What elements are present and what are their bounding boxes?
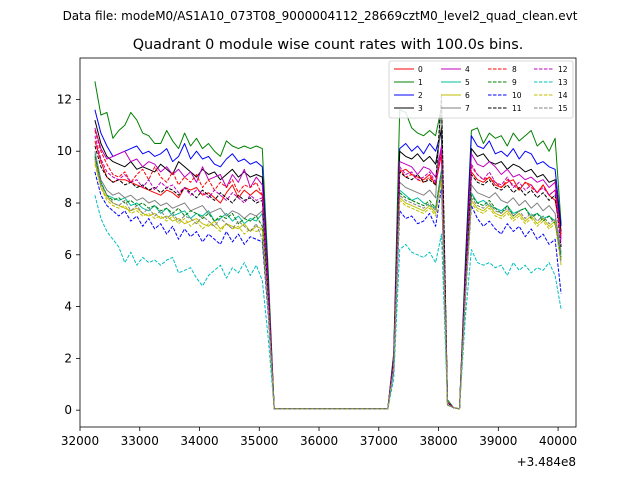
y-axis: 0 2 4 6 8 10 12 [57, 92, 80, 417]
y-tick-label: 2 [64, 351, 72, 365]
legend-label-12: 12 [558, 65, 568, 74]
legend-label-14: 14 [558, 91, 568, 100]
y-tick-label: 6 [64, 248, 72, 262]
series-group [94, 81, 562, 410]
x-tick-label: 33000 [121, 434, 159, 448]
x-tick-label: 36000 [300, 434, 338, 448]
chart-title: Quadrant 0 module wise count rates with … [133, 37, 524, 53]
y-tick-label: 4 [64, 300, 72, 314]
x-tick-label: 32000 [61, 434, 99, 448]
legend-label-7: 7 [465, 104, 470, 113]
y-tick-label: 12 [57, 92, 72, 106]
legend-label-2: 2 [418, 91, 423, 100]
series-line-11 [94, 93, 562, 410]
legend-label-10: 10 [512, 91, 522, 100]
y-tick-label: 10 [57, 144, 72, 158]
x-axis-offset-label: +3.484e8 [517, 455, 576, 469]
legend-label-6: 6 [465, 91, 470, 100]
legend-label-11: 11 [512, 104, 522, 113]
x-tick-label: 35000 [240, 434, 278, 448]
legend-label-0: 0 [418, 65, 423, 74]
x-tick-label: 38000 [419, 434, 457, 448]
x-axis: 32000 33000 34000 35000 36000 37000 38000 39000… [61, 427, 577, 448]
x-tick-label: 40000 [539, 434, 577, 448]
plot-frame [79, 57, 577, 428]
x-tick-label: 39000 [479, 434, 517, 448]
legend-label-13: 13 [558, 78, 568, 87]
legend-label-8: 8 [512, 65, 517, 74]
legend-label-9: 9 [512, 78, 517, 87]
legend-label-15: 15 [558, 104, 568, 113]
legend-label-4: 4 [465, 65, 470, 74]
x-tick-label: 34000 [180, 434, 218, 448]
series-line-15 [94, 158, 562, 410]
legend-label-3: 3 [418, 104, 423, 113]
x-tick-label: 37000 [360, 434, 398, 448]
figure-suptitle: Data file: modeM0/AS1A10_073T08_90000041… [63, 9, 578, 23]
legend-label-1: 1 [418, 78, 423, 87]
legend-label-5: 5 [465, 78, 470, 87]
y-tick-label: 0 [64, 403, 72, 417]
y-tick-label: 8 [64, 196, 72, 210]
legend-frame [388, 60, 574, 119]
